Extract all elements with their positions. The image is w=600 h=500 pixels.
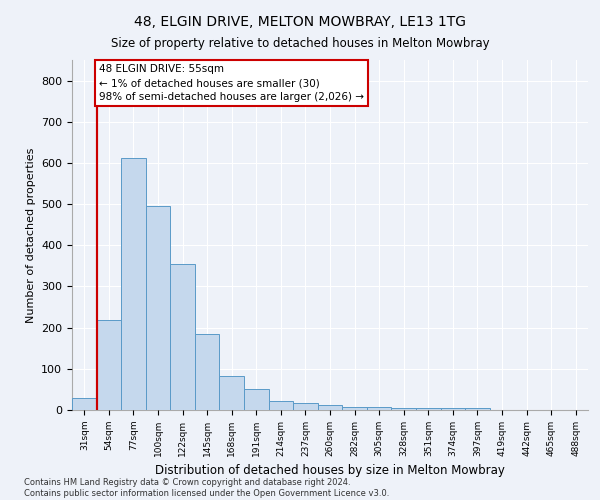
Text: Size of property relative to detached houses in Melton Mowbray: Size of property relative to detached ho…: [110, 38, 490, 51]
Text: 48, ELGIN DRIVE, MELTON MOWBRAY, LE13 1TG: 48, ELGIN DRIVE, MELTON MOWBRAY, LE13 1T…: [134, 15, 466, 29]
Bar: [440, 408, 465, 410]
Bar: [121, 158, 146, 410]
Bar: [97, 320, 121, 410]
X-axis label: Distribution of detached houses by size in Melton Mowbray: Distribution of detached houses by size …: [155, 464, 505, 477]
Bar: [72, 398, 97, 410]
Bar: [318, 404, 342, 410]
Bar: [416, 408, 440, 410]
Text: 48 ELGIN DRIVE: 55sqm
← 1% of detached houses are smaller (30)
98% of semi-detac: 48 ELGIN DRIVE: 55sqm ← 1% of detached h…: [99, 64, 364, 102]
Bar: [146, 206, 170, 410]
Bar: [293, 403, 318, 410]
Text: Contains HM Land Registry data © Crown copyright and database right 2024.
Contai: Contains HM Land Registry data © Crown c…: [24, 478, 389, 498]
Bar: [465, 408, 490, 410]
Bar: [170, 264, 195, 410]
Bar: [244, 388, 269, 410]
Bar: [220, 376, 244, 410]
Bar: [195, 334, 220, 410]
Y-axis label: Number of detached properties: Number of detached properties: [26, 148, 35, 322]
Bar: [391, 408, 416, 410]
Bar: [269, 401, 293, 410]
Bar: [367, 407, 391, 410]
Bar: [342, 407, 367, 410]
